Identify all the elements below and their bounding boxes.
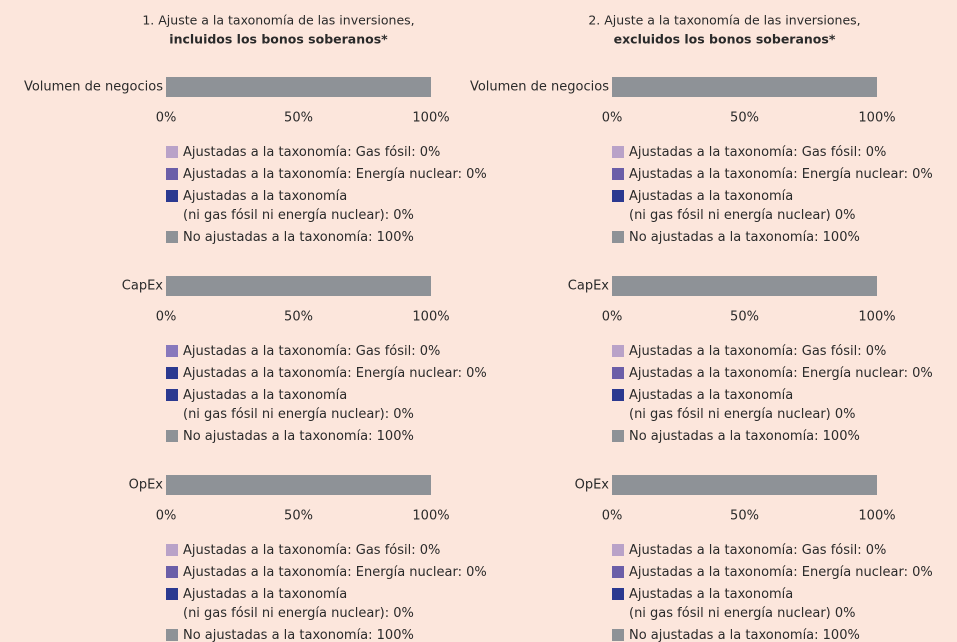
legend-label: Ajustadas a la taxonomía: Gas fósil: 0% [183, 145, 440, 160]
legend-swatch [612, 231, 624, 243]
legend-label: Ajustadas a la taxonomía: Gas fósil: 0% [629, 543, 886, 558]
bar-segment [612, 276, 877, 296]
x-tick-label: 100% [858, 111, 895, 126]
chart-title: 1. Ajuste a la taxonomía de las inversio… [142, 13, 414, 28]
legend-swatch [166, 367, 178, 379]
legend-swatch [612, 566, 624, 578]
legend-swatch [166, 566, 178, 578]
legend-swatch [612, 430, 624, 442]
legend-label: Ajustadas a la taxonomía: Gas fósil: 0% [183, 543, 440, 558]
x-tick-label: 100% [412, 111, 449, 126]
legend-swatch [166, 389, 178, 401]
bar-segment [166, 77, 431, 97]
legend-swatch [166, 629, 178, 641]
legend-swatch [612, 629, 624, 641]
legend-label: Ajustadas a la taxonomía: Energía nuclea… [629, 366, 933, 381]
legend-label: Ajustadas a la taxonomía (ni gas fósil ni… [183, 587, 414, 621]
x-tick-label: 0% [156, 310, 177, 325]
legend-label: Ajustadas a la taxonomía (ni gas fósil ni… [183, 189, 414, 223]
legend-swatch [166, 430, 178, 442]
x-tick-label: 50% [284, 509, 313, 524]
category-label: CapEx [122, 279, 164, 294]
x-tick-label: 0% [156, 509, 177, 524]
legend-label: No ajustadas a la taxonomía: 100% [629, 429, 860, 444]
legend-label: Ajustadas a la taxonomía: Gas fósil: 0% [183, 344, 440, 359]
category-label: OpEx [129, 478, 164, 493]
legend-swatch [166, 146, 178, 158]
category-label: OpEx [575, 478, 610, 493]
legend-swatch [612, 389, 624, 401]
legend-swatch [612, 146, 624, 158]
chart-subtitle: incluidos los bonos soberanos* [169, 32, 388, 47]
legend-label: No ajustadas a la taxonomía: 100% [629, 628, 860, 642]
legend-label: Ajustadas a la taxonomía (ni gas fósil ni… [183, 388, 414, 422]
x-tick-label: 100% [858, 310, 895, 325]
legend-label: No ajustadas a la taxonomía: 100% [183, 628, 414, 642]
category-label: Volumen de negocios [470, 80, 609, 95]
legend-label: Ajustadas a la taxonomía: Energía nuclea… [629, 167, 933, 182]
x-tick-label: 100% [858, 509, 895, 524]
chart-title: 2. Ajuste a la taxonomía de las inversio… [588, 13, 860, 28]
legend-swatch [166, 544, 178, 556]
legend-swatch [612, 367, 624, 379]
legend-label: Ajustadas a la taxonomía: Gas fósil: 0% [629, 344, 886, 359]
x-tick-label: 50% [284, 310, 313, 325]
category-label: Volumen de negocios [24, 80, 163, 95]
legend-label: Ajustadas a la taxonomía: Energía nuclea… [183, 366, 487, 381]
legend-label: Ajustadas a la taxonomía: Energía nuclea… [183, 167, 487, 182]
legend-label: Ajustadas a la taxonomía: Energía nuclea… [183, 565, 487, 580]
x-tick-label: 0% [156, 111, 177, 126]
legend-swatch [612, 544, 624, 556]
category-label: CapEx [568, 279, 610, 294]
legend-swatch [612, 168, 624, 180]
legend-swatch [612, 190, 624, 202]
legend-label: Ajustadas a la taxonomía (ni gas fósil ni… [629, 189, 856, 223]
x-tick-label: 50% [284, 111, 313, 126]
legend-label: Ajustadas a la taxonomía: Gas fósil: 0% [629, 145, 886, 160]
legend-label: Ajustadas a la taxonomía (ni gas fósil ni… [629, 388, 856, 422]
bar-segment [166, 475, 431, 495]
legend-label: No ajustadas a la taxonomía: 100% [183, 230, 414, 245]
x-tick-label: 100% [412, 310, 449, 325]
legend-swatch [612, 588, 624, 600]
legend-swatch [166, 588, 178, 600]
legend-swatch [166, 231, 178, 243]
x-tick-label: 0% [602, 111, 623, 126]
legend-label: Ajustadas a la taxonomía (ni gas fósil ni… [629, 587, 856, 621]
chart-subtitle: excluidos los bonos soberanos* [614, 32, 836, 47]
legend-label: Ajustadas a la taxonomía: Energía nuclea… [629, 565, 933, 580]
x-tick-label: 100% [412, 509, 449, 524]
legend-label: No ajustadas a la taxonomía: 100% [183, 429, 414, 444]
legend-label: No ajustadas a la taxonomía: 100% [629, 230, 860, 245]
x-tick-label: 0% [602, 509, 623, 524]
legend-swatch [166, 190, 178, 202]
legend-swatch [166, 168, 178, 180]
bar-segment [612, 77, 877, 97]
x-tick-label: 50% [730, 509, 759, 524]
x-tick-label: 0% [602, 310, 623, 325]
x-tick-label: 50% [730, 310, 759, 325]
legend-swatch [166, 345, 178, 357]
legend-swatch [612, 345, 624, 357]
x-tick-label: 50% [730, 111, 759, 126]
bar-segment [612, 475, 877, 495]
bar-segment [166, 276, 431, 296]
